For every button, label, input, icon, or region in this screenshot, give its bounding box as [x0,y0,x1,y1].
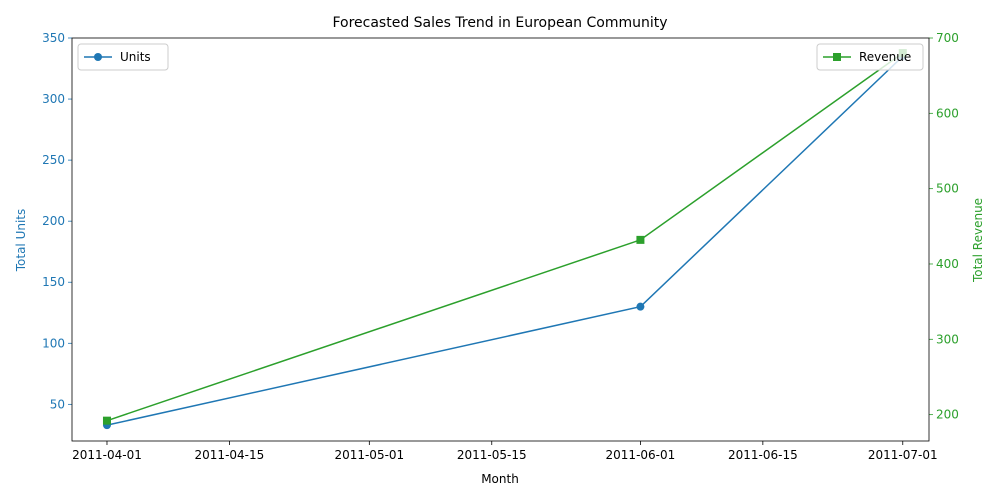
left-y-tick-label: 50 [50,397,65,411]
units-point [636,302,645,311]
left-y-tick-label: 200 [42,214,65,228]
x-tick-label: 2011-05-15 [457,448,527,462]
x-tick-label: 2011-06-15 [728,448,798,462]
left-y-axis-label: Total Units [14,209,28,273]
left-y-tick-label: 300 [42,92,65,106]
legend-box [77,43,169,71]
revenue-point [102,416,111,425]
right-y-tick-label: 400 [936,257,959,271]
left-y-tick-label: 150 [42,275,65,289]
x-tick-label: 2011-04-01 [72,448,142,462]
chart-title: Forecasted Sales Trend in European Commu… [332,15,667,31]
revenue-point [636,235,645,244]
right-y-tick-label: 500 [936,182,959,196]
units-legend: Units [77,43,169,71]
legend-marker [94,53,102,61]
left-y-tick-label: 350 [42,31,65,45]
plot-frame [71,37,930,442]
x-tick-label: 2011-07-01 [868,448,938,462]
x-axis-label: Month [481,472,519,486]
legend-label: Revenue [859,50,911,64]
right-y-tick-label: 300 [936,332,959,346]
legend-label: Units [120,50,151,64]
left-y-tick-label: 100 [42,336,65,350]
x-tick-label: 2011-06-01 [606,448,676,462]
legend-marker [833,53,841,61]
legend-box [816,43,924,71]
right-y-axis-label: Total Revenue [971,198,985,283]
x-tick-label: 2011-05-01 [334,448,404,462]
right-y-tick-label: 600 [936,106,959,120]
x-tick-label: 2011-04-15 [195,448,265,462]
revenue-line [106,52,904,422]
revenue-legend: Revenue [816,43,924,71]
right-y-tick-label: 200 [936,408,959,422]
left-y-tick-label: 250 [42,153,65,167]
units-line [106,55,904,426]
right-y-tick-label: 700 [936,31,959,45]
